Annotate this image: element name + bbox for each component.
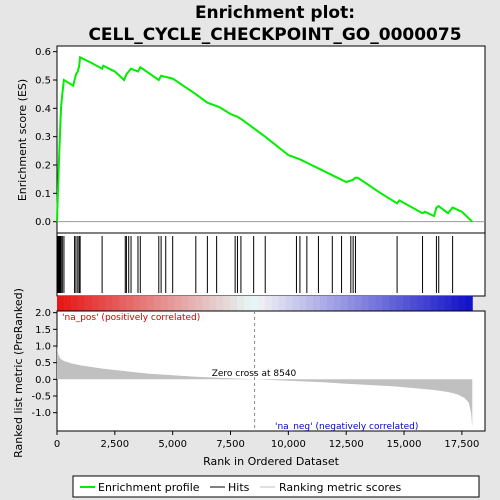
- colorbar-segment: [175, 296, 182, 311]
- colorbar-segment: [182, 296, 189, 311]
- colorbar-segment: [92, 296, 99, 311]
- colorbar-segment: [362, 296, 369, 311]
- colorbar-segment: [133, 296, 140, 311]
- colorbar-segment: [431, 296, 438, 311]
- colorbar-segment: [189, 296, 196, 311]
- es-y-tick-label: 0.3: [35, 132, 51, 143]
- es-y-tick-label: 0.5: [35, 76, 51, 87]
- x-tick-label: 15,000: [387, 439, 422, 450]
- colorbar-segment: [71, 296, 78, 311]
- x-tick-label: 17,500: [444, 439, 479, 450]
- colorbar-segment: [355, 296, 362, 311]
- es-y-tick-label: 0.0: [35, 217, 51, 228]
- colorbar-segment: [320, 296, 327, 311]
- colorbar-segment: [161, 296, 168, 311]
- colorbar-segment: [278, 296, 285, 311]
- colorbar-segment: [265, 296, 272, 311]
- metric-y-tick-label: -1.0: [31, 408, 51, 419]
- colorbar-segment: [64, 296, 71, 311]
- colorbar-segment: [327, 296, 334, 311]
- hits-panel: [57, 233, 485, 296]
- colorbar-segment: [272, 296, 279, 311]
- colorbar-segment: [85, 296, 92, 311]
- colorbar-segment: [458, 296, 465, 311]
- colorbar-segment: [410, 296, 417, 311]
- x-tick-label: 10,000: [271, 439, 306, 450]
- x-axis-label: Rank in Ordered Dataset: [203, 455, 340, 468]
- colorbar-segment: [140, 296, 147, 311]
- colorbar-segment: [334, 296, 341, 311]
- metric-y-tick-label: 1.5: [35, 325, 51, 336]
- metric-y-tick-label: 0.0: [35, 375, 51, 386]
- legend-metric-label: Ranking metric scores: [279, 481, 401, 494]
- colorbar-segment: [452, 296, 459, 311]
- colorbar-segment: [438, 296, 445, 311]
- colorbar-segment: [244, 296, 251, 311]
- es-y-tick-label: 0.6: [35, 47, 51, 58]
- colorbar-segment: [368, 296, 375, 311]
- es-y-tick-label: 0.4: [35, 104, 51, 115]
- x-tick-label: 5,000: [158, 439, 187, 450]
- legend-hits-label: Hits: [228, 481, 250, 494]
- colorbar-segment: [389, 296, 396, 311]
- colorbar-segment: [348, 296, 355, 311]
- colorbar-segment: [147, 296, 154, 311]
- colorbar-segment: [285, 296, 292, 311]
- neg-annotation: 'na_neg' (negatively correlated): [275, 422, 418, 432]
- colorbar-segment: [112, 296, 119, 311]
- pos-annotation: 'na_pos' (positively correlated): [62, 313, 200, 323]
- es-y-axis-label: Enrichment score (ES): [16, 79, 29, 201]
- legend: Enrichment profile Hits Ranking metric s…: [73, 476, 479, 497]
- colorbar-segment: [119, 296, 126, 311]
- es-panel: [57, 46, 485, 233]
- colorbar-segment: [306, 296, 313, 311]
- colorbar-segment: [216, 296, 223, 311]
- chart-title-line2: CELL_CYCLE_CHECKPOINT_GO_0000075: [88, 25, 461, 45]
- colorbar-segment: [230, 296, 237, 311]
- colorbar-segment: [251, 296, 258, 311]
- colorbar-segment: [154, 296, 161, 311]
- colorbar-segment: [445, 296, 452, 311]
- colorbar-segment: [223, 296, 230, 311]
- legend-es-label: Enrichment profile: [98, 481, 200, 494]
- colorbar-segment: [105, 296, 112, 311]
- colorbar-segment: [341, 296, 348, 311]
- metric-y-tick-label: 1.0: [35, 342, 51, 353]
- metric-y-tick-label: -0.5: [31, 392, 51, 403]
- colorbar-segment: [99, 296, 106, 311]
- x-tick-label: 0: [54, 439, 60, 450]
- metric-y-tick-label: 0.5: [35, 358, 51, 369]
- colorbar-segment: [126, 296, 133, 311]
- colorbar-segment: [313, 296, 320, 311]
- x-tick-label: 12,500: [329, 439, 364, 450]
- ranking-colorbar: [57, 296, 473, 311]
- colorbar-segment: [168, 296, 175, 311]
- x-tick-label: 2,500: [101, 439, 130, 450]
- x-tick-label: 7,500: [216, 439, 245, 450]
- metric-y-axis-label: Ranked list metric (PreRanked): [12, 288, 25, 458]
- metric-y-tick-label: 2.0: [35, 308, 51, 319]
- chart-title-line1: Enrichment plot:: [195, 3, 355, 23]
- colorbar-segment: [292, 296, 299, 311]
- es-y-tick-label: 0.2: [35, 161, 51, 172]
- colorbar-segment: [78, 296, 85, 311]
- colorbar-segment: [258, 296, 265, 311]
- zero-cross-label: Zero cross at 8540: [212, 369, 297, 379]
- colorbar-segment: [202, 296, 209, 311]
- colorbar-segment: [417, 296, 424, 311]
- colorbar-segment: [382, 296, 389, 311]
- colorbar-segment: [396, 296, 403, 311]
- colorbar-segment: [209, 296, 216, 311]
- colorbar-segment: [375, 296, 382, 311]
- colorbar-segment: [403, 296, 410, 311]
- colorbar-segment: [299, 296, 306, 311]
- colorbar-segment: [424, 296, 431, 311]
- colorbar-segment: [57, 296, 64, 311]
- colorbar-segment: [195, 296, 202, 311]
- colorbar-segment: [237, 296, 244, 311]
- colorbar-segment: [465, 296, 472, 311]
- es-y-tick-label: 0.1: [35, 189, 51, 200]
